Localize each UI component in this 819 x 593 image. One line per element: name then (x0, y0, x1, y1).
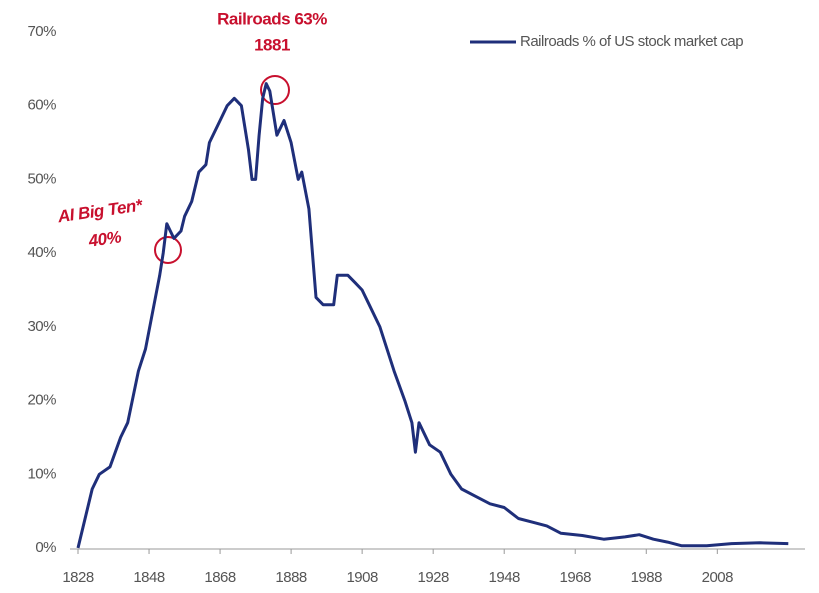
x-tick-label: 1888 (275, 569, 307, 586)
legend-label: Railroads % of US stock market cap (520, 33, 743, 50)
x-tick-label: 1988 (631, 569, 663, 586)
x-tick-label: 1948 (489, 569, 521, 586)
x-tick-label: 1968 (560, 569, 592, 586)
y-tick-label: 20% (27, 392, 56, 409)
y-tick-label: 70% (27, 23, 56, 40)
y-tick-label: 60% (27, 97, 56, 114)
annotation: 40% (86, 227, 122, 251)
y-tick-label: 50% (27, 170, 56, 187)
annotation: 1881 (254, 35, 290, 54)
y-tick-label: 0% (35, 539, 56, 556)
annotation: AI Big Ten* (56, 195, 145, 226)
x-tick-label: 1908 (346, 569, 378, 586)
x-tick-label: 2008 (702, 569, 734, 586)
y-tick-label: 40% (27, 244, 56, 261)
x-tick-label: 1928 (417, 569, 449, 586)
y-tick-label: 30% (27, 318, 56, 335)
y-tick-label: 10% (27, 465, 56, 482)
annotation: Railroads 63% (217, 9, 327, 28)
x-tick-label: 1868 (204, 569, 236, 586)
x-tick-label: 1848 (133, 569, 165, 586)
peak-circle (260, 75, 290, 105)
series-line (76, 82, 789, 549)
x-tick-label: 1828 (62, 569, 94, 586)
ai-circle (154, 236, 182, 264)
